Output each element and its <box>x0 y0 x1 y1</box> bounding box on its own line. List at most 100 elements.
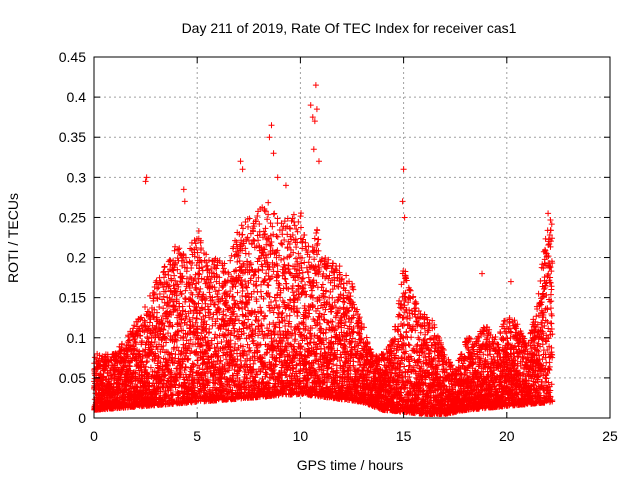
data-point <box>215 287 222 294</box>
data-point <box>157 359 164 366</box>
data-point <box>338 354 345 361</box>
data-point <box>323 287 330 294</box>
data-point <box>254 212 261 219</box>
data-point <box>102 366 109 373</box>
data-point <box>145 338 152 345</box>
data-point <box>255 267 262 274</box>
data-point <box>142 363 149 370</box>
data-points <box>91 82 556 417</box>
data-point <box>259 266 266 273</box>
data-point <box>192 240 199 247</box>
data-point <box>336 263 343 270</box>
data-point <box>144 333 151 340</box>
data-point <box>276 282 283 289</box>
data-point <box>255 237 262 244</box>
data-point <box>154 309 161 316</box>
data-point <box>154 294 161 301</box>
data-point <box>250 360 257 367</box>
data-point <box>283 335 290 342</box>
data-point <box>153 277 160 284</box>
data-point <box>155 354 162 361</box>
data-point <box>130 325 137 332</box>
data-point <box>293 308 300 315</box>
data-point <box>147 292 154 299</box>
data-point <box>182 287 189 294</box>
data-point <box>271 210 278 217</box>
data-point <box>119 340 126 347</box>
data-point <box>278 240 285 247</box>
data-point <box>340 295 347 302</box>
data-point <box>186 303 193 310</box>
data-point <box>154 384 161 391</box>
data-point <box>334 297 341 304</box>
data-point <box>195 270 202 277</box>
data-point <box>171 272 178 279</box>
data-point <box>147 364 154 371</box>
data-point <box>114 390 121 397</box>
data-point <box>350 358 357 365</box>
data-point <box>232 237 239 244</box>
data-point <box>265 282 272 289</box>
data-point <box>321 311 328 318</box>
data-point <box>132 370 139 377</box>
data-point <box>154 331 161 338</box>
data-point <box>301 231 308 238</box>
data-point <box>137 315 144 322</box>
data-point <box>143 379 150 386</box>
data-point <box>154 295 161 302</box>
data-point <box>238 222 245 229</box>
data-point <box>137 332 144 339</box>
chart-title: Day 211 of 2019, Rate Of TEC Index for r… <box>182 20 517 36</box>
data-point <box>297 224 304 231</box>
data-point <box>185 355 192 362</box>
data-point <box>151 339 158 346</box>
data-point <box>315 236 322 243</box>
data-point <box>131 335 138 342</box>
data-point <box>151 306 158 313</box>
data-point <box>96 352 103 359</box>
data-point <box>186 258 193 265</box>
data-point <box>131 322 138 329</box>
data-point <box>166 257 173 264</box>
data-point <box>147 342 154 349</box>
data-point <box>175 246 182 253</box>
data-point <box>125 333 132 340</box>
data-point <box>239 225 246 232</box>
data-point <box>182 363 189 370</box>
data-point <box>227 257 234 264</box>
data-point <box>178 273 185 280</box>
data-point <box>286 269 293 276</box>
data-point <box>129 329 136 336</box>
data-point <box>289 289 296 296</box>
data-point <box>314 240 321 247</box>
data-point <box>239 231 246 238</box>
data-point <box>286 312 293 319</box>
data-point <box>258 309 265 316</box>
data-point <box>187 245 194 252</box>
data-point <box>138 314 145 321</box>
data-point <box>142 303 149 310</box>
data-point <box>214 340 221 347</box>
data-point <box>300 275 307 282</box>
data-point <box>157 330 164 337</box>
data-point <box>298 210 305 217</box>
data-point <box>142 366 149 373</box>
data-point <box>134 383 141 390</box>
data-point <box>110 384 117 391</box>
data-point <box>315 313 322 320</box>
data-point <box>146 308 153 315</box>
data-point <box>230 293 237 300</box>
data-point <box>279 298 286 305</box>
data-point <box>323 335 330 342</box>
data-point <box>154 346 161 353</box>
data-point <box>311 235 318 242</box>
data-point <box>274 215 281 222</box>
data-point <box>293 244 300 251</box>
data-point <box>274 305 281 312</box>
data-point <box>146 319 153 326</box>
data-point <box>144 358 151 365</box>
data-point <box>182 295 189 302</box>
data-point <box>158 316 165 323</box>
data-point <box>127 358 134 365</box>
